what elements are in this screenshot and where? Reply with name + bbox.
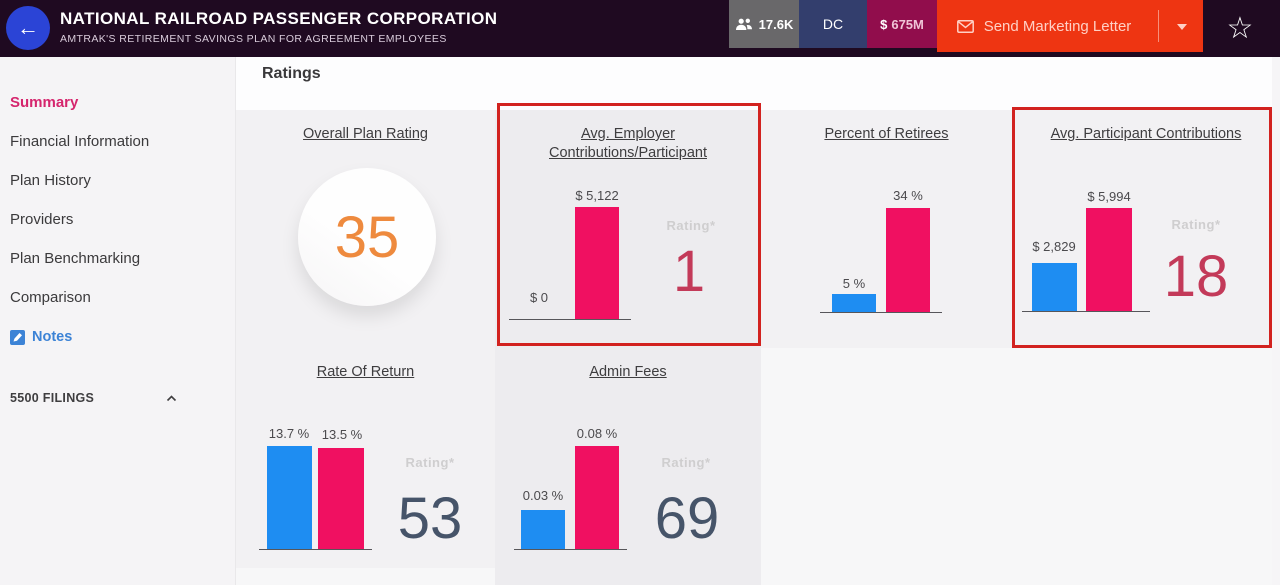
overall-rating-value: 35 [334, 204, 400, 270]
column-highlight-strip [495, 110, 761, 585]
plan-type-chip[interactable]: DC [799, 0, 867, 48]
chevron-down-icon[interactable] [1177, 24, 1187, 30]
card-admin-fees: Admin Fees 0.03 % 0.08 % Rating* 69 [495, 348, 761, 568]
bar-value-label: 0.08 % [576, 426, 618, 441]
rate-of-return-link[interactable]: Rate Of Return [316, 364, 415, 380]
participants-count: 17.6K [758, 16, 794, 32]
rating-value: 53 [397, 486, 463, 551]
bar-value-label: 13.7 % [268, 426, 310, 441]
section-header-band: Ratings [236, 57, 1280, 110]
overall-rating-circle: 35 [298, 168, 436, 306]
plan-bar [267, 446, 312, 549]
card-avg-participant-contributions: Avg. Participant Contributions $ 2,829 $… [1012, 110, 1280, 348]
sidebar: Summary Financial Information Plan Histo… [0, 57, 236, 585]
bar-value-label: 0.03 % [522, 488, 564, 503]
notes-label: Notes [32, 329, 73, 345]
section-title: Ratings [262, 65, 321, 82]
sidebar-item-plan-history[interactable]: Plan History [10, 172, 91, 189]
rating-label: Rating* [661, 455, 711, 470]
people-icon [735, 18, 753, 31]
notes-icon [10, 329, 25, 345]
assets-currency: $ [880, 16, 888, 32]
sidebar-item-plan-benchmarking[interactable]: Plan Benchmarking [10, 250, 141, 267]
chart-axis [514, 549, 627, 550]
chevron-up-icon [166, 394, 177, 402]
chart-axis [259, 549, 372, 550]
send-marketing-letter-button[interactable]: Send Marketing Letter [937, 0, 1203, 52]
bar-value-label: 5 % [842, 276, 866, 291]
vertical-scrollbar[interactable] [1272, 57, 1280, 585]
bar-value-label: 13.5 % [321, 427, 363, 442]
rating-value: 69 [654, 486, 720, 551]
sidebar-item-comparison[interactable]: Comparison [10, 289, 91, 306]
rating-label: Rating* [1171, 217, 1221, 232]
page-title: NATIONAL RAILROAD PASSENGER CORPORATION [60, 9, 498, 28]
page-subtitle: AMTRAK'S RETIREMENT SAVINGS PLAN FOR AGR… [60, 33, 447, 45]
card-overall-plan-rating: Overall Plan Rating 35 [236, 110, 495, 348]
bar-value-label: $ 5,122 [575, 188, 619, 203]
overall-plan-rating-link[interactable]: Overall Plan Rating [303, 126, 428, 142]
filings-label: 5500 FILINGS [10, 391, 95, 405]
back-button[interactable]: ← [6, 6, 50, 50]
send-button-label: Send Marketing Letter [983, 17, 1132, 35]
benchmark-bar [575, 446, 619, 549]
bar-value-label: 34 % [893, 188, 923, 203]
benchmark-bar [575, 207, 619, 319]
sidebar-item-summary[interactable]: Summary [10, 94, 79, 111]
bar-value-label: $ 5,994 [1087, 189, 1131, 204]
card-rate-of-return: Rate Of Return 13.7 % 13.5 % Rating* 53 [236, 348, 495, 568]
chart-axis [820, 312, 942, 313]
rating-label: Rating* [666, 218, 716, 233]
avg-participant-contributions-link[interactable]: Avg. Participant Contributions [1050, 126, 1242, 142]
benchmark-bar [318, 448, 364, 549]
button-divider [1158, 10, 1159, 42]
plan-header: NATIONAL RAILROAD PASSENGER CORPORATION … [60, 9, 497, 45]
plan-bar [832, 294, 876, 312]
plan-bar [1032, 263, 1077, 311]
participants-chip[interactable]: 17.6K [729, 0, 799, 48]
card-avg-employer-contributions: Avg. Employer Contributions/Participant … [495, 110, 761, 348]
bar-value-label: $ 2,829 [1032, 239, 1076, 254]
benchmark-bar [1086, 208, 1132, 311]
sidebar-nav: Summary Financial Information Plan Histo… [0, 57, 235, 305]
avg-employer-contributions-link[interactable]: Avg. Employer Contributions/Participant [549, 126, 707, 161]
filings-section-header[interactable]: 5500 FILINGS [0, 391, 235, 405]
chart-axis [1022, 311, 1150, 312]
rating-value: 1 [672, 239, 706, 304]
plan-bar [521, 510, 565, 549]
rating-value: 18 [1163, 244, 1229, 309]
bar-value-label: $ 0 [529, 290, 549, 305]
chart-axis [509, 319, 631, 320]
favorite-star-icon[interactable]: ☆ [1222, 7, 1258, 49]
percent-of-retirees-link[interactable]: Percent of Retirees [824, 126, 949, 142]
rating-label: Rating* [405, 455, 455, 470]
admin-fees-link[interactable]: Admin Fees [589, 364, 667, 380]
plan-assets-chip[interactable]: $ 675M [867, 0, 937, 48]
top-bar: ← NATIONAL RAILROAD PASSENGER CORPORATIO… [0, 0, 1280, 57]
plan-type-value: DC [822, 16, 844, 32]
arrow-left-icon: ← [17, 15, 39, 40]
sidebar-item-financial-information[interactable]: Financial Information [10, 133, 150, 150]
sidebar-item-providers[interactable]: Providers [10, 211, 74, 228]
benchmark-bar [886, 208, 930, 312]
card-percent-of-retirees: Percent of Retirees 5 % 34 % [761, 110, 1012, 348]
sidebar-item-notes[interactable]: Notes [0, 329, 235, 345]
envelope-icon [956, 19, 974, 33]
assets-amount: 675M [891, 16, 924, 32]
